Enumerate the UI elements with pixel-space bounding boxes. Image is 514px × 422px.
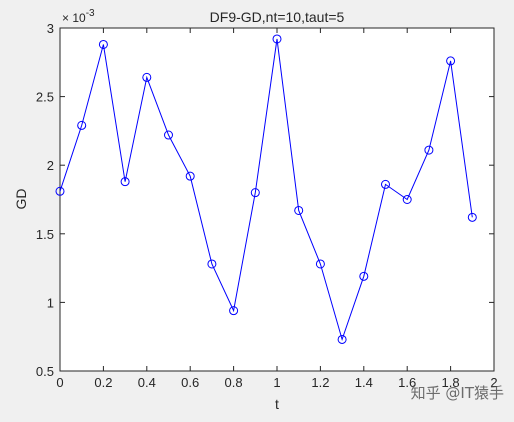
x-tick-label: 0.4: [138, 375, 156, 390]
x-tick-label: 0.8: [225, 375, 243, 390]
data-point-marker: [98, 39, 108, 49]
data-point-marker: [402, 195, 412, 204]
data-point-marker: [250, 188, 260, 198]
y-tick-label: 2: [47, 158, 54, 173]
data-point-marker: [207, 259, 217, 269]
y-tick-label: 1: [47, 295, 54, 310]
x-tick-label: 1.2: [311, 375, 329, 390]
y-ticks: 0.5 1 1.5 2 2.5 3: [36, 21, 494, 379]
watermark-text: 知乎 @IT猿手: [410, 384, 504, 402]
x-tick-label: 1.8: [442, 375, 460, 390]
y-axis-exponent: × 10-3: [62, 8, 95, 25]
data-point-marker: [294, 205, 304, 215]
data-point-marker: [337, 334, 347, 344]
x-tick-label: 1.6: [398, 375, 416, 390]
x-tick-label: 1: [273, 375, 280, 390]
data-point-marker: [185, 171, 195, 181]
data-point-marker: [446, 56, 456, 66]
y-axis-label: GD: [13, 189, 29, 210]
x-tick-label: 2: [490, 375, 497, 390]
data-point-marker: [77, 120, 87, 130]
data-point-marker: [229, 306, 239, 316]
x-tick-label: 0.6: [181, 375, 199, 390]
data-point-marker: [467, 212, 477, 222]
y-tick-label: 3: [47, 21, 54, 36]
data-point-marker: [272, 34, 282, 44]
data-point-marker: [315, 259, 325, 269]
x-tick-label: 0.2: [94, 375, 112, 390]
y-tick-label: 1.5: [36, 227, 54, 242]
series-layer: [55, 34, 477, 344]
data-point-marker: [142, 72, 152, 82]
x-ticks: 0 0.2 0.4 0.6 0.8 1 1.2 1.4 1.6 1.8 2: [56, 28, 498, 390]
data-point-marker: [55, 186, 65, 196]
chart-title: DF9-GD,nt=10,taut=5: [210, 9, 345, 25]
plot-area: [59, 27, 495, 372]
data-point-marker: [381, 179, 390, 189]
y-tick-label: 2.5: [36, 90, 54, 105]
x-tick-label: 0: [56, 375, 63, 390]
x-axis-label: t: [275, 396, 279, 412]
data-point-marker: [424, 145, 434, 155]
y-tick-label: 0.5: [36, 364, 54, 379]
data-point-marker: [164, 130, 173, 140]
data-point-marker: [120, 177, 130, 187]
data-point-marker: [359, 271, 369, 281]
x-tick-label: 1.4: [355, 375, 373, 390]
